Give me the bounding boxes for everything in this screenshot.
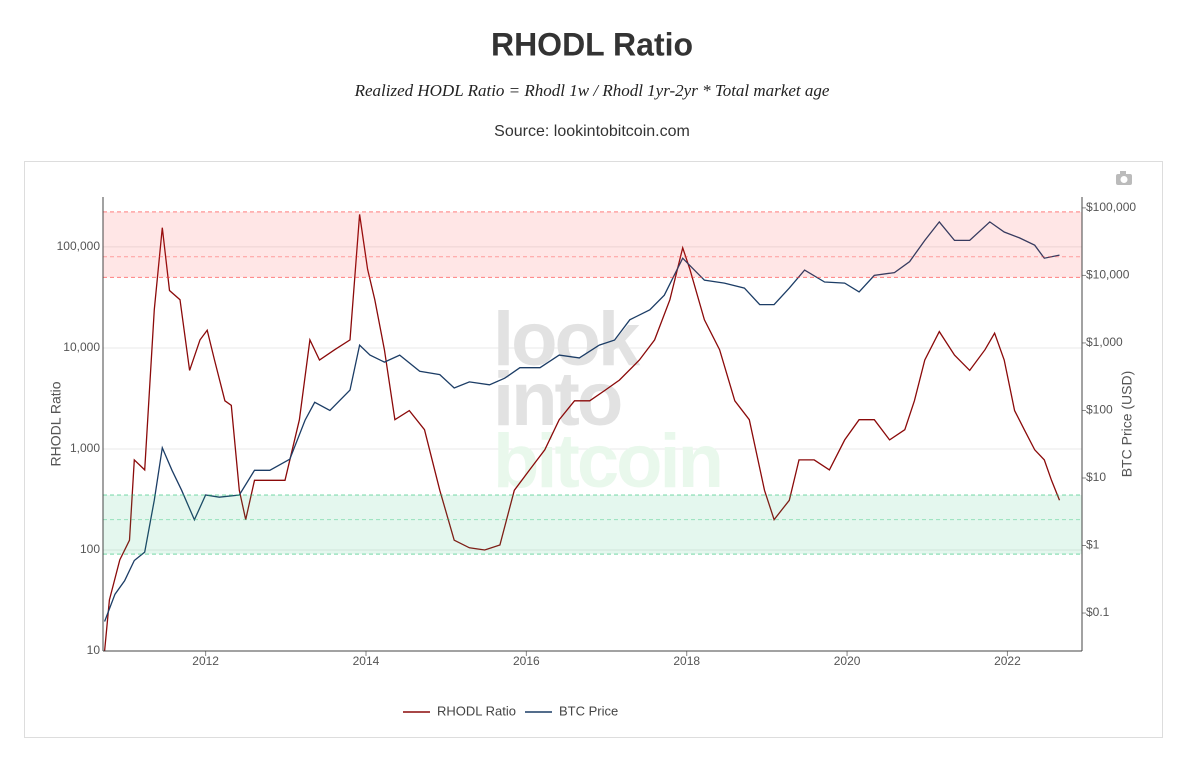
camera-icon[interactable] [1116,171,1132,185]
x-tick-label: 2012 [192,654,219,668]
y2-tick-label: $1,000 [1086,335,1123,349]
y-tick-label: 10,000 [63,340,100,354]
legend-label: BTC Price [559,703,618,718]
chart-frame [24,161,1163,738]
legend-label: RHODL Ratio [437,703,516,718]
x-tick-label: 2020 [834,654,861,668]
y2-tick-label: $10,000 [1086,268,1130,282]
series-line [103,214,1061,652]
y-tick-label: 10 [87,643,101,657]
watermark: bitcoin [493,419,721,504]
y2-tick-label: $100,000 [1086,200,1136,214]
y-tick-label: 100 [80,542,100,556]
x-tick-label: 2014 [353,654,380,668]
x-tick-label: 2018 [673,654,700,668]
y2-tick-label: $10 [1086,470,1106,484]
watermark: look [493,297,641,382]
series-line [103,220,1060,622]
band [103,211,1082,278]
y-tick-label: 100,000 [57,239,101,253]
chart-title: RHODL Ratio [491,26,693,62]
y2-tick-label: $1 [1086,538,1100,552]
x-tick-label: 2022 [994,654,1021,668]
x-tick-label: 2016 [513,654,540,668]
band [103,495,1082,555]
y-axis-title: RHODL Ratio [48,381,64,466]
y2-tick-label: $100 [1086,403,1113,417]
y-tick-label: 1,000 [70,441,100,455]
source: Source: lookintobitcoin.com [494,123,690,140]
chart-subtitle: Realized HODL Ratio = Rhodl 1w / Rhodl 1… [354,81,830,100]
y2-tick-label: $0.1 [1086,605,1110,619]
y2-axis-title: BTC Price (USD) [1119,371,1135,478]
